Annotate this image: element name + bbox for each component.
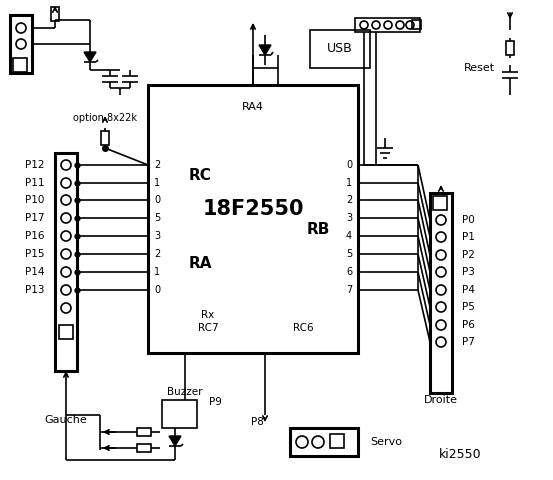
Bar [148,85,358,353]
Text: RB: RB [306,221,330,237]
Text: 0: 0 [346,160,352,170]
Text: 3: 3 [154,231,160,241]
Text: Gauche: Gauche [45,415,87,425]
Bar [506,41,514,55]
Bar [290,428,358,456]
Circle shape [372,21,380,29]
Bar [162,400,197,428]
Text: 4: 4 [346,231,352,241]
Text: P5: P5 [462,302,475,312]
Text: USB: USB [327,43,353,56]
Text: P2: P2 [462,250,475,260]
Text: option 8x22k: option 8x22k [73,113,137,123]
Text: 0: 0 [154,285,160,295]
Text: Reset: Reset [464,63,495,73]
Text: P13: P13 [24,285,44,295]
Bar [51,7,59,21]
Bar [59,325,73,339]
Bar [13,58,27,72]
Circle shape [436,250,446,260]
Circle shape [61,213,71,223]
Circle shape [396,21,404,29]
Circle shape [61,267,71,277]
Bar [101,131,109,145]
Text: P17: P17 [24,213,44,223]
Circle shape [61,285,71,295]
Bar [430,193,452,393]
Circle shape [436,302,446,312]
Text: P7: P7 [462,337,475,347]
Text: 2: 2 [154,160,160,170]
Text: RC: RC [189,168,211,182]
Bar [55,153,77,371]
Polygon shape [169,436,181,446]
Text: Droite: Droite [424,395,458,405]
Text: RC7: RC7 [197,323,218,333]
Text: 0: 0 [154,195,160,205]
Circle shape [436,267,446,277]
Text: 2: 2 [154,249,160,259]
Text: Servo: Servo [370,437,402,447]
Text: 7: 7 [346,285,352,295]
Circle shape [436,285,446,295]
Circle shape [61,160,71,170]
Circle shape [61,231,71,241]
Circle shape [312,436,324,448]
Circle shape [436,320,446,330]
Text: P3: P3 [462,267,475,277]
Bar [330,434,344,448]
Text: P4: P4 [462,285,475,295]
Text: 2: 2 [346,195,352,205]
Polygon shape [84,52,96,62]
Text: P1: P1 [462,232,475,242]
Text: P12: P12 [24,160,44,170]
Bar [433,196,447,210]
Circle shape [16,39,26,49]
Circle shape [436,232,446,242]
Text: Rx: Rx [201,310,215,320]
Circle shape [406,21,414,29]
Text: P8: P8 [251,417,263,427]
Text: P15: P15 [24,249,44,259]
Circle shape [61,249,71,259]
Bar [310,30,370,68]
Circle shape [16,23,26,33]
Text: P11: P11 [24,178,44,188]
Text: P14: P14 [24,267,44,277]
Text: Buzzer: Buzzer [167,387,203,397]
Circle shape [61,178,71,188]
Circle shape [436,215,446,225]
Text: 1: 1 [154,178,160,188]
Circle shape [61,303,71,313]
Bar [10,15,32,73]
Text: P16: P16 [24,231,44,241]
Circle shape [61,195,71,205]
Text: 3: 3 [346,213,352,223]
Circle shape [384,21,392,29]
Text: 1: 1 [154,267,160,277]
Text: P9: P9 [208,397,221,407]
Text: 1: 1 [346,178,352,188]
Circle shape [436,337,446,347]
Polygon shape [259,45,271,55]
Text: P6: P6 [462,320,475,330]
Circle shape [296,436,308,448]
Text: ki2550: ki2550 [439,448,481,461]
Bar [355,18,420,32]
Text: 5: 5 [154,213,160,223]
Text: RA4: RA4 [242,102,264,112]
Bar [137,428,150,436]
Text: 18F2550: 18F2550 [202,199,304,219]
Bar [412,20,421,29]
Text: RA: RA [188,255,212,271]
Bar [137,444,150,452]
Text: 6: 6 [346,267,352,277]
Text: P0: P0 [462,215,474,225]
Text: 5: 5 [346,249,352,259]
Text: P10: P10 [25,195,44,205]
Circle shape [360,21,368,29]
Text: RC6: RC6 [293,323,314,333]
